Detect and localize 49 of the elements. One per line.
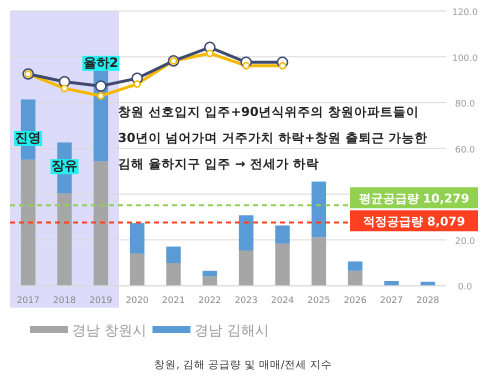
x-tick-label: 2019 [89,296,113,306]
bar [20,160,36,286]
legend-label: 경남 김해시 [194,323,269,339]
bar [312,237,326,286]
y2-tick-label: 20.0 [454,236,476,247]
bar [166,246,181,264]
x-tick-label: 2024 [271,296,294,306]
annotation: 창원 선호입지 입주+90년식위주의 창원아파트들이 30년이 넘어가며 거주가치 하락+창원 출퇴근 가능한 김해 율하지구 입주 → 전세가 하락 [118,104,428,171]
bar [166,263,181,286]
x-tick-label: 2025 [307,296,330,306]
point [95,80,107,92]
x-tick-label: 2017 [16,296,40,306]
bar [348,270,362,286]
bar [275,225,290,244]
bar [202,276,218,286]
x-tick-label: 2022 [198,296,222,306]
bar [57,193,72,286]
ref-line-label: 적정공급량 8,079 [362,214,466,228]
point [206,50,214,58]
x-tick-label: 2023 [234,296,258,306]
bar [238,250,254,286]
bar [202,270,218,276]
point [97,92,105,100]
bar [94,161,108,286]
x-tick-label: 2026 [344,296,367,306]
y2-tick-label: 100.0 [452,54,478,64]
point [60,84,68,92]
bar [275,243,290,286]
x-tick-label: 2028 [416,296,440,306]
y2-tick-label: 120.0 [452,8,478,18]
bar [348,261,362,271]
annotation: 율하2 [83,56,118,71]
x-tick-label: 2020 [126,296,149,306]
annotation: 진영 [15,131,42,146]
y2-tick-label: 80.0 [454,100,476,110]
x-tick-label: 2018 [53,296,76,306]
bar [130,254,144,286]
legend-label: 경남 창원시 [72,323,146,339]
annotation: 장유 [52,159,78,174]
ref-line-label: 평균공급량 10,279 [358,191,470,206]
bar [312,182,326,238]
bar [238,215,254,250]
text: 창원, 김해 공급량 및 매매/전세 지수 [154,359,332,371]
x-tick-label: 2027 [380,296,403,306]
bar [130,223,144,254]
x-tick-label: 2021 [162,296,185,306]
point [133,80,141,88]
y2-tick-label: 0.0 [458,282,472,293]
y2-tick-label: 60.0 [454,145,476,156]
